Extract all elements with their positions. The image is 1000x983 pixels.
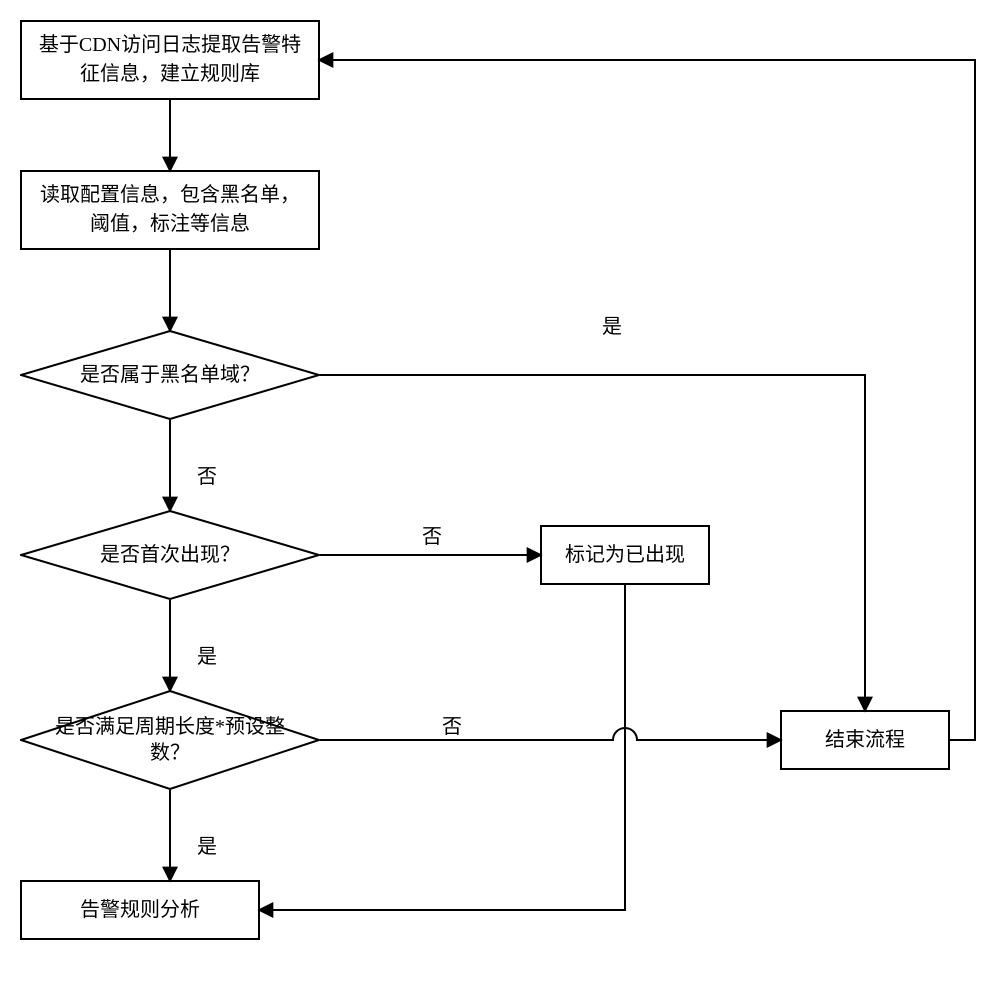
node-mark-appeared: 标记为已出现 bbox=[540, 525, 710, 585]
edge-label-yes: 是 bbox=[195, 640, 219, 669]
node-text: 结束流程 bbox=[825, 726, 905, 755]
node-alarm-analysis: 告警规则分析 bbox=[20, 880, 260, 940]
edge-label-yes: 是 bbox=[600, 310, 624, 339]
node-text: 读取配置信息，包含黑名单，阈值，标注等信息 bbox=[32, 181, 308, 239]
node-read-config: 读取配置信息，包含黑名单，阈值，标注等信息 bbox=[20, 170, 320, 250]
node-text: 标记为已出现 bbox=[565, 541, 685, 570]
edge bbox=[320, 60, 975, 740]
decision-first-appear: 是否首次出现？ bbox=[20, 510, 320, 600]
decision-blacklist: 是否属于黑名单域？ bbox=[20, 330, 320, 420]
node-text: 基于CDN访问日志提取告警特征信息，建立规则库 bbox=[32, 31, 308, 89]
node-text: 是否首次出现？ bbox=[100, 542, 240, 568]
edge-label-no: 否 bbox=[420, 520, 444, 549]
node-text: 告警规则分析 bbox=[80, 896, 200, 925]
node-text: 是否满足周期长度*预设整数？ bbox=[52, 714, 288, 766]
edges-layer bbox=[0, 0, 1000, 983]
edge-label-no: 否 bbox=[195, 460, 219, 489]
flowchart-canvas: 基于CDN访问日志提取告警特征信息，建立规则库 读取配置信息，包含黑名单，阈值，… bbox=[0, 0, 1000, 983]
decision-period-length: 是否满足周期长度*预设整数？ bbox=[20, 690, 320, 790]
edge-label-no: 否 bbox=[440, 710, 464, 739]
edge bbox=[320, 728, 780, 740]
node-extract-rules: 基于CDN访问日志提取告警特征信息，建立规则库 bbox=[20, 20, 320, 100]
edge-label-yes: 是 bbox=[195, 830, 219, 859]
node-text: 是否属于黑名单域？ bbox=[80, 362, 260, 388]
node-end: 结束流程 bbox=[780, 710, 950, 770]
